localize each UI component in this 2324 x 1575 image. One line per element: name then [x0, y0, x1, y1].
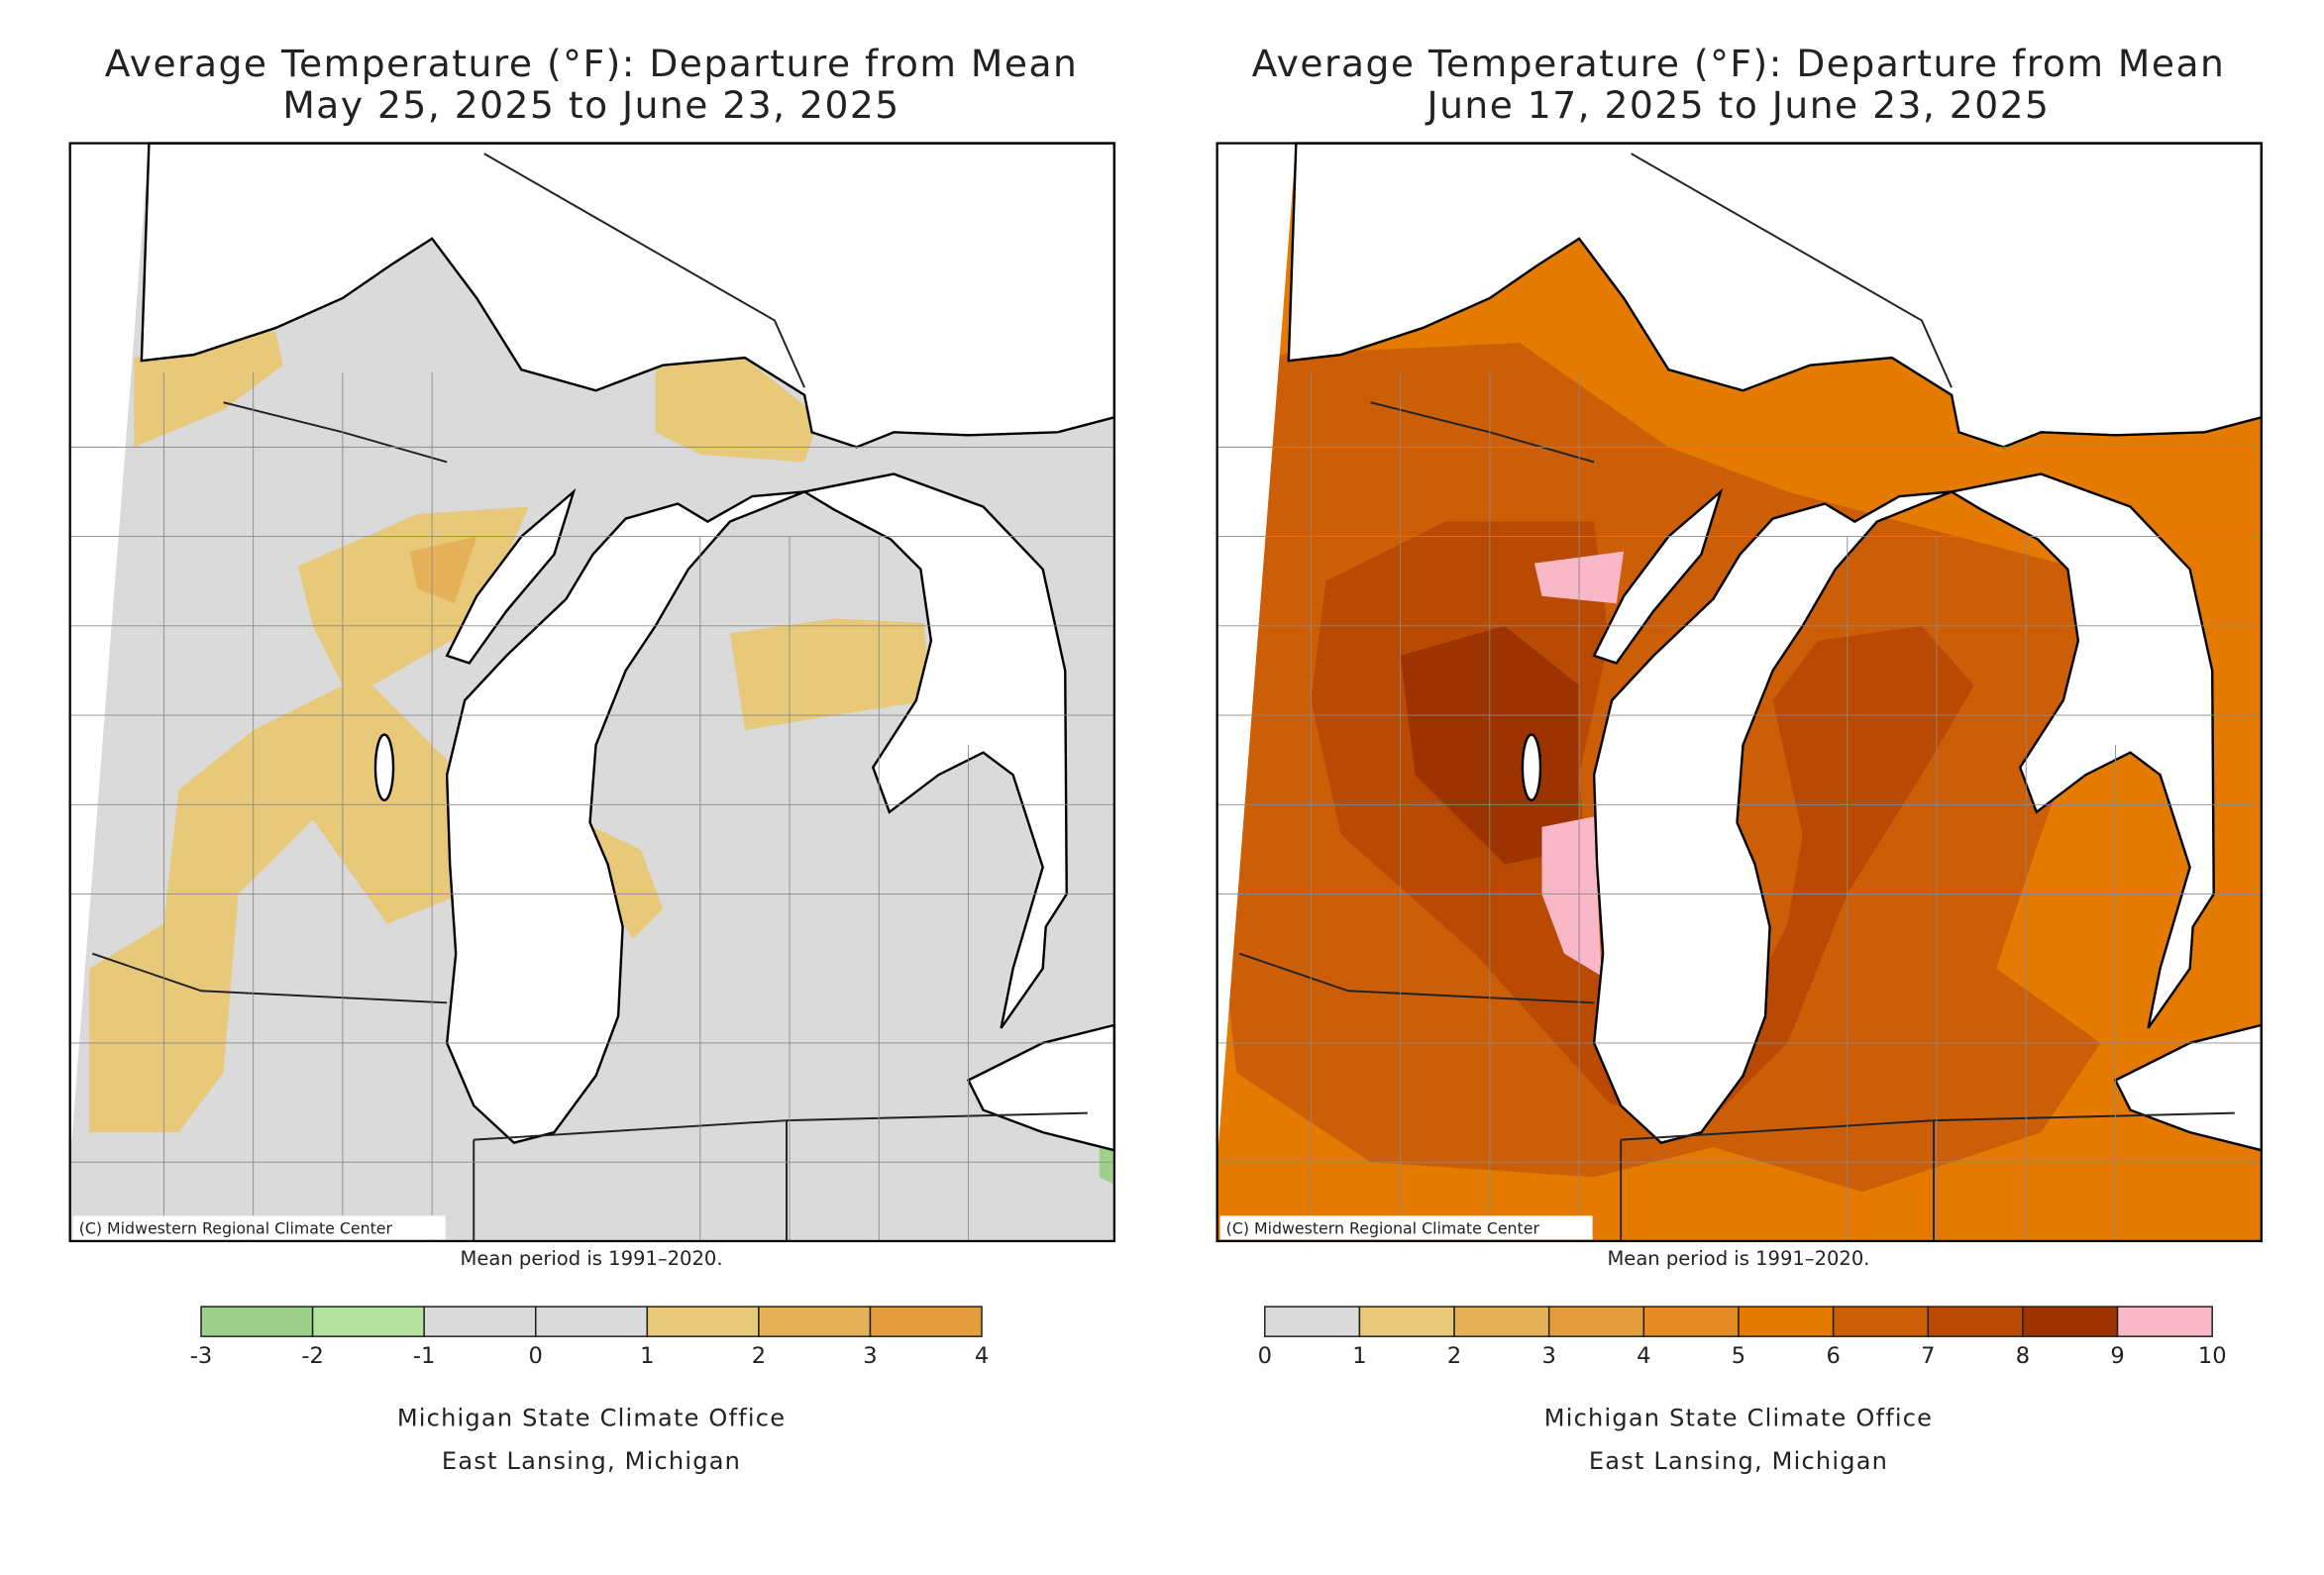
legend-bin: [646, 1306, 760, 1337]
mean-note: Mean period is 1991–2020.: [461, 1247, 723, 1270]
legend-bin: [423, 1306, 537, 1337]
mean-note: Mean period is 1991–2020.: [1607, 1247, 1869, 1270]
legend-bin: [1358, 1306, 1455, 1337]
legend-bin: [2022, 1306, 2119, 1337]
legend-bin: [1738, 1306, 1835, 1337]
legend-bin: [311, 1306, 425, 1337]
legend-tick-label: 6: [1826, 1343, 1840, 1369]
legend-tick-label: 5: [1732, 1343, 1745, 1369]
legend-tick-label: 0: [1258, 1343, 1272, 1369]
credit: (C) Midwestern Regional Climate Center: [1226, 1218, 1540, 1237]
legend-tick-label: 8: [2016, 1343, 2030, 1369]
legend-tick-label: 4: [1637, 1343, 1650, 1369]
credit-bg: [72, 1215, 446, 1240]
legend-tick-label: 4: [975, 1343, 989, 1369]
map-right: [1215, 142, 2264, 1243]
legend-tick-label: 0: [529, 1343, 543, 1369]
legend-tick-label: 7: [1921, 1343, 1935, 1369]
legend-bin: [200, 1306, 314, 1337]
legend-tick-label: 9: [2110, 1343, 2124, 1369]
legend-tick-label: -1: [413, 1343, 435, 1369]
legend-bin: [1264, 1306, 1361, 1337]
credit: (C) Midwestern Regional Climate Center: [79, 1218, 393, 1237]
office-line: East Lansing, Michigan: [1589, 1447, 1888, 1475]
map-title: Average Temperature (°F): Departure from…: [1252, 42, 2226, 85]
legend-tick-label: 3: [1542, 1343, 1556, 1369]
map-title: May 25, 2025 to June 23, 2025: [282, 83, 899, 127]
legend-bin: [1547, 1306, 1645, 1337]
legend-bin: [1642, 1306, 1740, 1337]
legend-tick-label: -2: [301, 1343, 323, 1369]
legend-bin: [1832, 1306, 1930, 1337]
office-line: Michigan State Climate Office: [397, 1404, 786, 1431]
legend-bin: [2116, 1306, 2213, 1337]
office-line: Michigan State Climate Office: [1544, 1404, 1933, 1431]
legend-bin: [869, 1306, 983, 1337]
legend-tick-label: 1: [640, 1343, 654, 1369]
legend-tick-label: 3: [863, 1343, 877, 1369]
legend-bin: [758, 1306, 872, 1337]
map-title: Average Temperature (°F): Departure from…: [105, 42, 1079, 85]
legend-tick-label: 2: [1447, 1343, 1461, 1369]
legend-tick-label: 10: [2198, 1343, 2227, 1369]
legend-bin: [1927, 1306, 2024, 1337]
credit-bg: [1219, 1215, 1593, 1240]
legend-bin: [1453, 1306, 1550, 1337]
labels: Average Temperature (°F): Departure from…: [72, 42, 2227, 1475]
legend-tick-label: 1: [1352, 1343, 1366, 1369]
legend-tick-label: -3: [190, 1343, 212, 1369]
map-left: [68, 142, 1116, 1243]
map-title: June 17, 2025 to June 23, 2025: [1425, 83, 2050, 127]
legend-bin: [534, 1306, 649, 1337]
office-line: East Lansing, Michigan: [442, 1447, 741, 1475]
legend-tick-label: 2: [752, 1343, 766, 1369]
